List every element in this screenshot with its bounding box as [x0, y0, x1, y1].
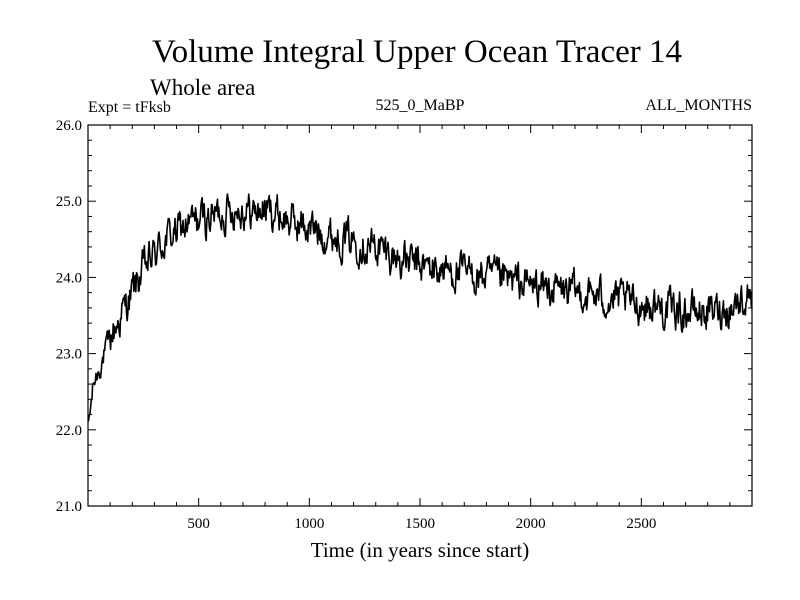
period-label: 525_0_MaBP — [376, 97, 465, 114]
series-line — [87, 193, 753, 422]
y-tick-label: 22.0 — [56, 423, 82, 439]
chart-title: Volume Integral Upper Ocean Tracer 14 — [152, 34, 682, 70]
x-axis-label: Time (in years since start) — [311, 538, 530, 562]
x-tick-label: 2000 — [516, 516, 546, 532]
y-axis: 21.0 22.0 23.0 24.0 25.0 26.0 — [56, 118, 752, 515]
y-tick-label: 25.0 — [56, 194, 82, 210]
y-tick-label: 24.0 — [56, 270, 82, 286]
x-tick-label: 2500 — [626, 516, 656, 532]
y-tick-label: 23.0 — [56, 347, 82, 363]
x-tick-label: 500 — [187, 516, 210, 532]
x-tick-label: 1000 — [294, 516, 324, 532]
x-tick-label: 1500 — [405, 516, 435, 532]
months-label: ALL_MONTHS — [645, 97, 752, 114]
y-tick-label: 26.0 — [56, 118, 82, 134]
x-axis: 500 1000 1500 2000 2500 — [109, 125, 731, 532]
chart-subtitle: Whole area — [150, 75, 255, 100]
y-tick-label: 21.0 — [56, 499, 82, 515]
experiment-label: Expt = tFksb — [88, 99, 171, 116]
